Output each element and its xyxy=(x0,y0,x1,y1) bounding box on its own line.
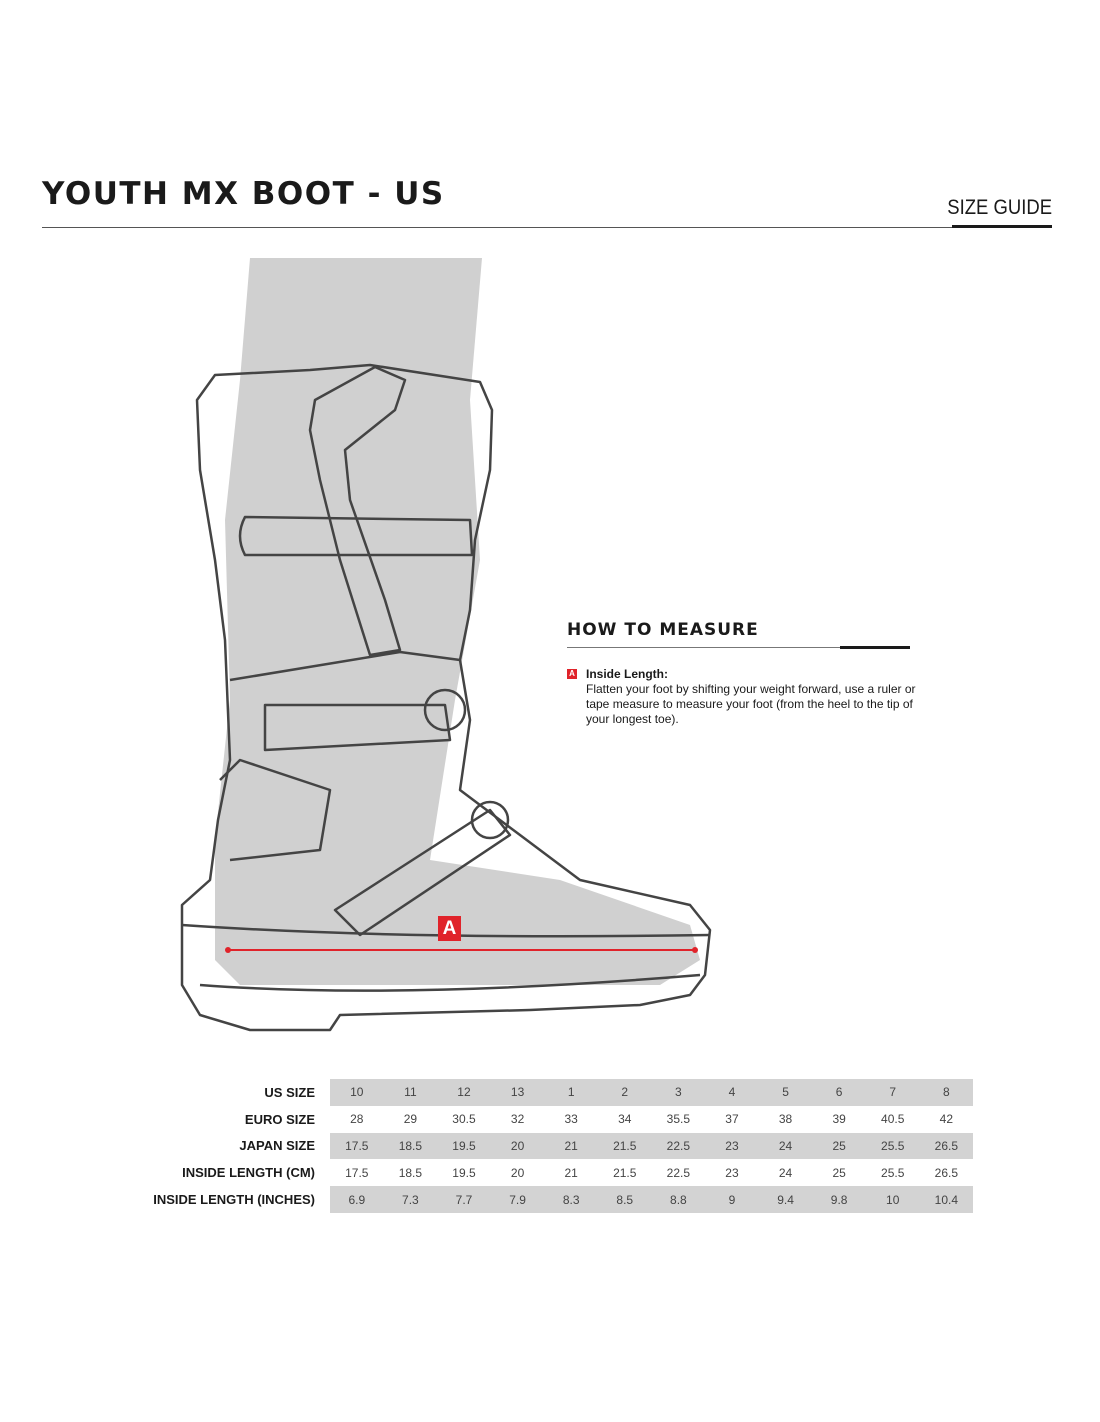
table-cell: 3 xyxy=(651,1079,706,1106)
table-row: INSIDE LENGTH (CM) 17.5 18.5 19.5 20 21 21.5 22… xyxy=(150,1159,973,1186)
table-cell: 24 xyxy=(778,1165,793,1180)
boot-shaft-outline xyxy=(180,363,712,1032)
table-cell: 25 xyxy=(832,1165,846,1180)
strap-lower xyxy=(333,808,512,937)
size-guide-label: SIZE GUIDE xyxy=(947,196,1052,219)
table-row: US SIZE 10 11 12 13 1 2 3 4 5 6 7 8 xyxy=(150,1079,974,1106)
measure-description: Flatten your foot by shifting your weigh… xyxy=(586,682,916,726)
header-divider xyxy=(42,227,1052,228)
table-cell: 26.5 xyxy=(934,1165,958,1180)
row-label: INSIDE LENGTH (INCHES) xyxy=(153,1192,315,1208)
table-cell: 21.5 xyxy=(613,1165,637,1180)
measure-badge-a: A xyxy=(567,669,577,679)
table-cell: 5 xyxy=(758,1079,813,1106)
table-cell: 6.9 xyxy=(330,1186,384,1213)
table-cell: 21 xyxy=(544,1132,598,1160)
table-cell: 28 xyxy=(350,1112,364,1127)
table-cell: 8.3 xyxy=(544,1186,598,1213)
table-cell: 2 xyxy=(597,1079,652,1106)
table-cell: 9.8 xyxy=(812,1186,866,1213)
table-cell: 22.5 xyxy=(651,1132,706,1160)
how-to-measure-divider xyxy=(567,647,910,648)
table-cell: 8.8 xyxy=(651,1186,706,1213)
table-cell: 22.5 xyxy=(666,1165,691,1180)
table-cell: 9.4 xyxy=(758,1186,813,1213)
table-cell: 8.5 xyxy=(597,1186,652,1213)
table-cell: 23 xyxy=(705,1132,759,1160)
table-cell: 21.5 xyxy=(597,1132,652,1160)
page-title: YOUTH MX BOOT - US xyxy=(42,176,445,212)
row-label: JAPAN SIZE xyxy=(239,1138,315,1154)
size-guide-underline xyxy=(952,225,1052,228)
table-cell: 20 xyxy=(490,1132,545,1160)
table-cell: 4 xyxy=(705,1079,759,1106)
table-cell: 17.5 xyxy=(345,1165,369,1180)
shin-plate xyxy=(308,365,407,657)
table-cell: 35.5 xyxy=(666,1112,691,1127)
table-cell: 7.3 xyxy=(383,1186,438,1213)
table-cell: 23 xyxy=(725,1165,739,1180)
table-cell: 8 xyxy=(919,1079,974,1106)
table-cell: 10.4 xyxy=(919,1186,974,1213)
table-cell: 11 xyxy=(383,1079,438,1106)
table-cell: 10 xyxy=(330,1079,384,1106)
measure-marker-a: A xyxy=(438,916,461,941)
table-cell: 20 xyxy=(510,1165,525,1180)
table-cell: 34 xyxy=(618,1112,632,1127)
table-cell: 29 xyxy=(403,1112,418,1127)
table-cell: 32 xyxy=(510,1112,525,1127)
table-cell: 40.5 xyxy=(881,1112,905,1127)
table-cell: 17.5 xyxy=(330,1132,384,1160)
table-cell: 25.5 xyxy=(881,1165,905,1180)
leg-silhouette xyxy=(215,258,700,985)
table-cell: 24 xyxy=(758,1132,813,1160)
table-cell: 9 xyxy=(705,1186,759,1213)
strap-top xyxy=(238,515,474,557)
table-cell: 19.5 xyxy=(452,1165,476,1180)
table-cell: 42 xyxy=(939,1112,953,1127)
table-cell: 10 xyxy=(865,1186,920,1213)
table-cell: 18.5 xyxy=(398,1165,423,1180)
table-cell: 7 xyxy=(865,1079,920,1106)
size-table: US SIZE 10 11 12 13 1 2 3 4 5 6 7 8 EURO SIZE 28 29 30.5… xyxy=(150,1079,974,1213)
table-cell: 26.5 xyxy=(919,1132,974,1160)
table-cell: 1 xyxy=(544,1079,598,1106)
table-cell: 37 xyxy=(725,1112,739,1127)
table-cell: 25 xyxy=(812,1132,866,1160)
table-cell: 6 xyxy=(812,1079,866,1106)
table-cell: 7.9 xyxy=(490,1186,545,1213)
table-row: INSIDE LENGTH (INCHES) 6.9 7.3 7.7 7.9 8.3 8.5… xyxy=(150,1186,974,1213)
row-label: EURO SIZE xyxy=(244,1111,315,1127)
table-cell: 7.7 xyxy=(437,1186,491,1213)
table-row: EURO SIZE 28 29 30.5 32 33 34 35.5 37 38 39 40.5 42 xyxy=(150,1106,973,1133)
table-cell: 18.5 xyxy=(383,1132,438,1160)
how-to-measure-heading: HOW TO MEASURE xyxy=(567,620,759,640)
row-label: US SIZE xyxy=(264,1084,315,1100)
row-label: INSIDE LENGTH (CM) xyxy=(182,1165,315,1181)
measure-title: Inside Length: xyxy=(586,667,668,681)
table-cell: 21 xyxy=(564,1165,578,1180)
table-cell: 39 xyxy=(832,1112,846,1127)
table-cell: 38 xyxy=(778,1112,793,1127)
table-cell: 25.5 xyxy=(865,1132,920,1160)
table-cell: 12 xyxy=(437,1079,491,1106)
table-row: JAPAN SIZE 17.5 18.5 19.5 20 21 21.5 22.5 23 24 25… xyxy=(150,1132,974,1160)
table-cell: 33 xyxy=(564,1112,578,1127)
table-cell: 13 xyxy=(490,1079,545,1106)
how-to-measure-accent xyxy=(840,646,910,649)
strap-middle xyxy=(263,703,452,752)
table-cell: 19.5 xyxy=(437,1132,491,1160)
table-cell: 30.5 xyxy=(452,1112,476,1127)
